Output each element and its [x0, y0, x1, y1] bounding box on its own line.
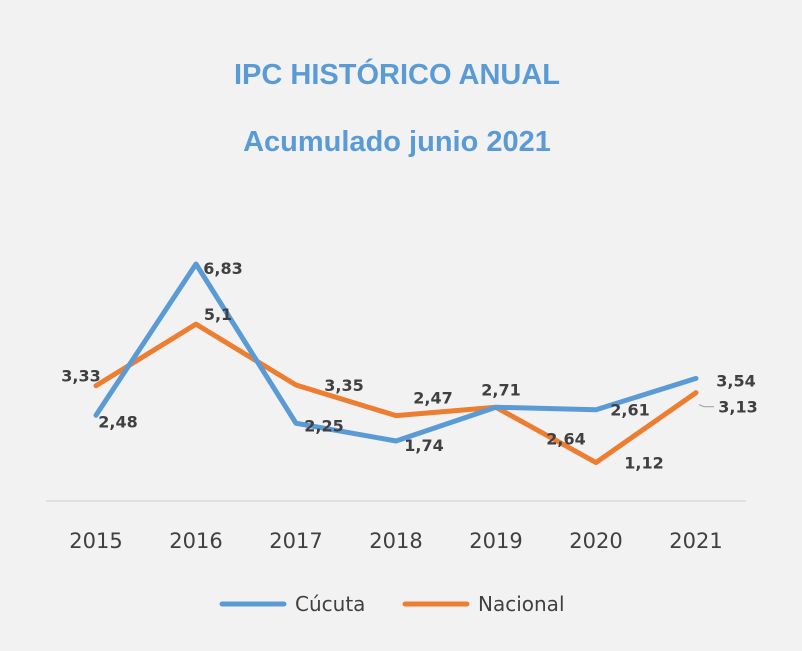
data-label-cucuta-2020: 2,64: [546, 430, 585, 449]
data-label-nacional-2018: 2,47: [413, 389, 452, 408]
x-tick-label-2017: 2017: [269, 529, 322, 553]
data-label-extra-0: 2,61: [610, 401, 649, 420]
data-label-nacional-2016: 5,1: [204, 305, 232, 324]
data-label-cucuta-2015: 2,48: [98, 412, 137, 431]
x-tick-label-2021: 2021: [669, 529, 722, 553]
data-label-cucuta-2017: 2,25: [304, 416, 343, 435]
data-label-cucuta-2019: 2,71: [481, 380, 520, 399]
series-line-nacional: [93, 321, 699, 466]
chart-subtitle: Acumulado junio 2021: [243, 126, 551, 158]
x-tick-label-2020: 2020: [569, 529, 622, 553]
data-label-cucuta-2018: 1,74: [404, 436, 443, 455]
data-label-nacional-2021: 3,13: [718, 398, 757, 417]
x-tick-label-2015: 2015: [69, 529, 122, 553]
data-label-cucuta-2021: 3,54: [716, 371, 755, 390]
data-label-cucuta-2016: 6,83: [203, 259, 242, 278]
x-tick-label-2016: 2016: [169, 529, 222, 553]
data-label-nacional-2017: 3,35: [324, 376, 363, 395]
data-label-nacional-2015: 3,33: [61, 367, 100, 386]
legend-label-nacional: Nacional: [478, 592, 565, 616]
leader-line-nacional-2021: [698, 404, 714, 408]
data-label-nacional-2020: 1,12: [624, 454, 663, 473]
x-tick-label-2019: 2019: [469, 529, 522, 553]
series-line-cucuta: [93, 261, 699, 444]
x-tick-label-2018: 2018: [369, 529, 422, 553]
legend-label-cucuta: Cúcuta: [295, 592, 365, 616]
chart-title: IPC HISTÓRICO ANUAL: [234, 57, 560, 91]
